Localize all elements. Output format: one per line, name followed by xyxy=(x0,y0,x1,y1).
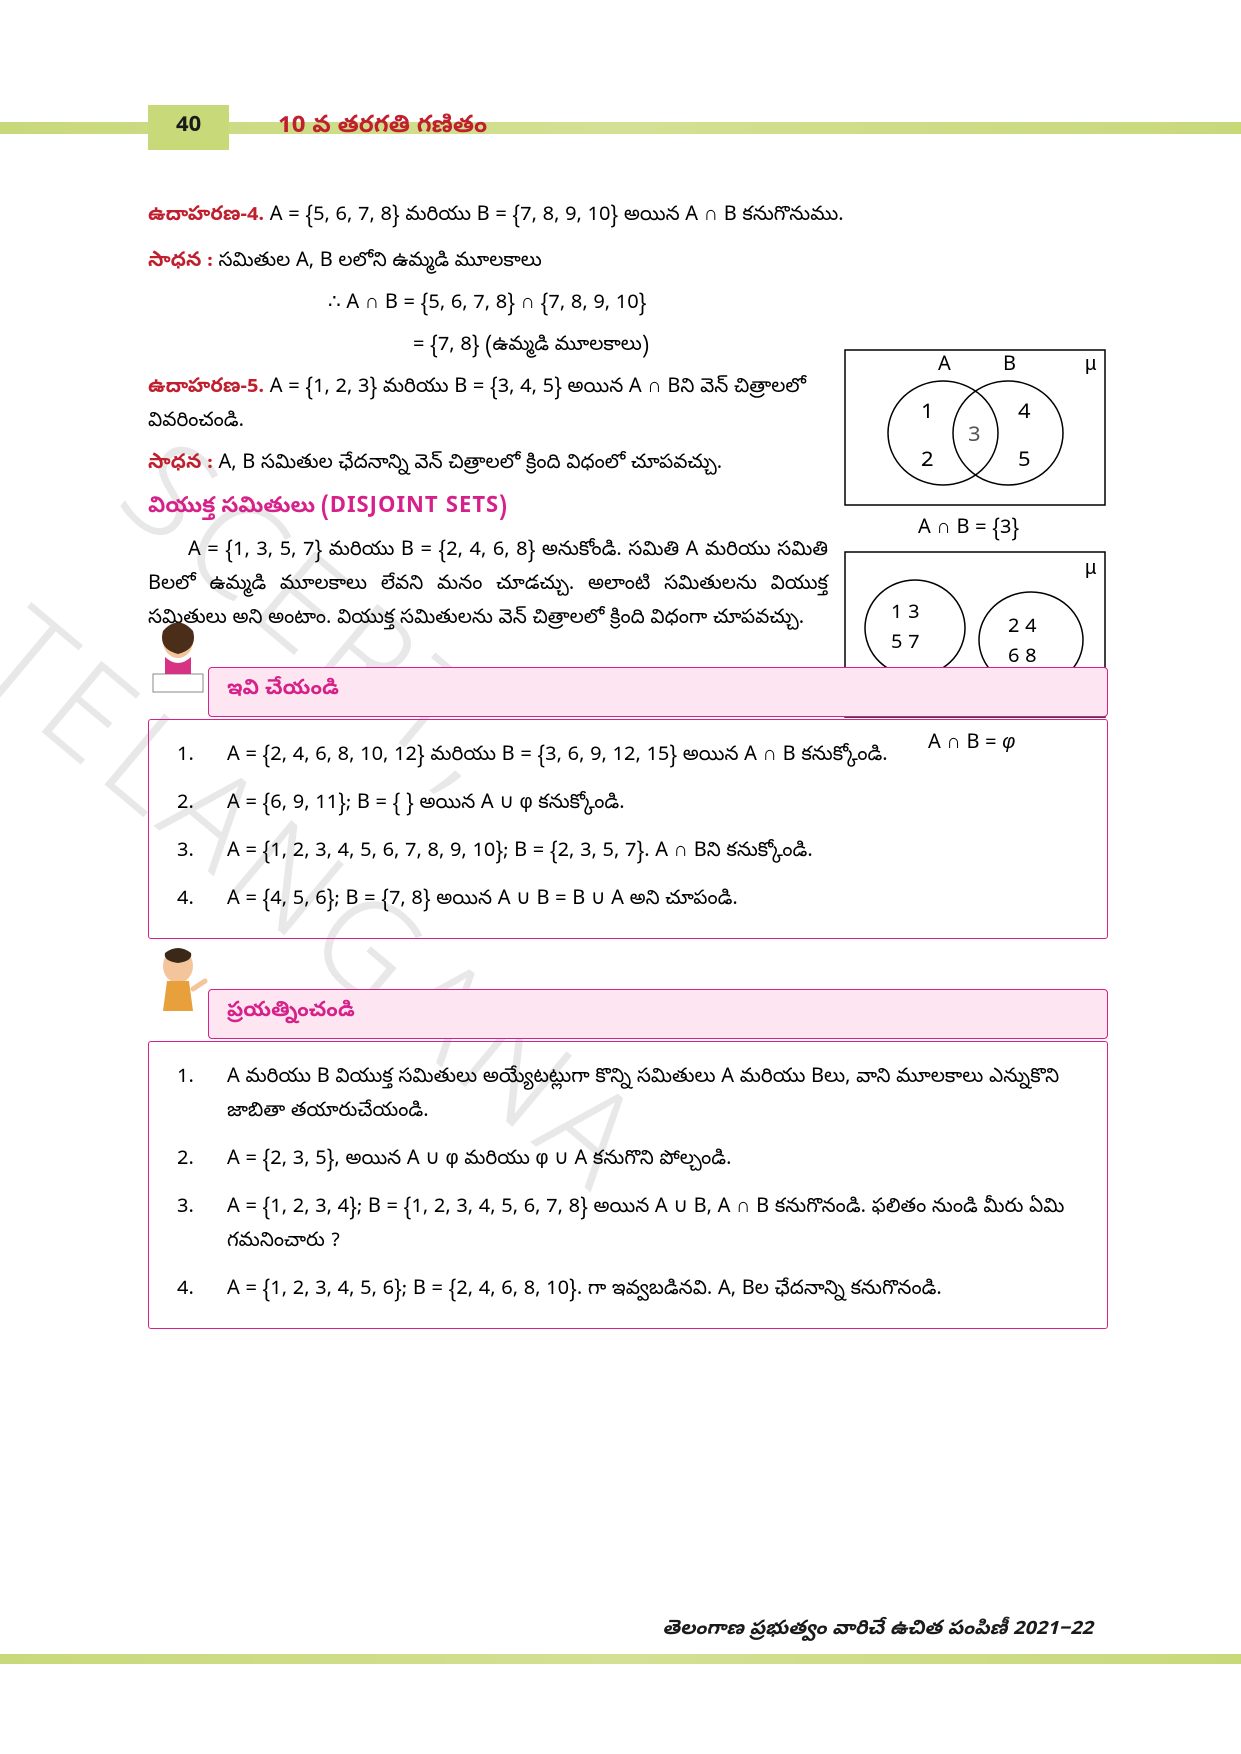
activity-item: 2. A = {6, 9, 11}; B = { } అయిన A ∪ φ కన… xyxy=(177,788,1079,822)
item-num: 3. xyxy=(177,836,227,870)
boy-icon xyxy=(143,941,213,1016)
solution-label: సాధన : xyxy=(148,451,213,478)
item-num: 4. xyxy=(177,1274,227,1308)
item-num: 2. xyxy=(177,788,227,822)
example4-solution-intro: సమితుల A, B లలోని ఉమ్మడి మూలకాలు xyxy=(218,249,541,276)
svg-text:µ: µ xyxy=(1085,353,1097,380)
svg-text:5 7: 5 7 xyxy=(891,631,920,658)
example5-label: ఉదాహరణ-5. xyxy=(148,375,264,402)
svg-text:5: 5 xyxy=(1018,447,1031,477)
item-num: 2. xyxy=(177,1144,227,1178)
page-title: 10 వ తరగతి గణితం xyxy=(278,108,487,149)
section-title-english: (DISJOINT SETS) xyxy=(321,493,508,523)
item-text: A = {2, 3, 5}, అయిన A ∪ φ మరియు φ ∪ A కన… xyxy=(227,1144,1079,1178)
item-text: A = {1, 2, 3, 4, 5, 6}; B = {2, 4, 6, 8,… xyxy=(227,1274,1079,1308)
activity2-header: ప్రయత్నించండి xyxy=(208,989,1108,1039)
svg-text:µ: µ xyxy=(1085,557,1097,584)
item-num: 3. xyxy=(177,1192,227,1260)
footer-text: తెలంగాణ ప్రభుత్వం వారిచే ఉచిత పంపిణీ 202… xyxy=(654,1612,1101,1650)
venn1-caption: A ∩ B = {3} xyxy=(918,516,1019,543)
svg-text:B: B xyxy=(1003,353,1016,380)
activity-item: 1. A మరియు B వియుక్త సమితులు అయ్యేటట్లుగ… xyxy=(177,1062,1079,1130)
activity-item: 3. A = {1, 2, 3, 4, 5, 6, 7, 8, 9, 10}; … xyxy=(177,836,1079,870)
svg-text:1 3: 1 3 xyxy=(891,601,920,628)
svg-text:A: A xyxy=(938,353,951,380)
section-body: A = {1, 3, 5, 7} మరియు B = {2, 4, 6, 8} … xyxy=(148,535,828,637)
svg-text:4: 4 xyxy=(1018,399,1031,429)
activity1-header: ఇవి చేయండి xyxy=(208,667,1108,717)
girl-icon xyxy=(143,619,213,694)
activity2-box: 1. A మరియు B వియుక్త సమితులు అయ్యేటట్లుగ… xyxy=(148,1041,1108,1329)
item-text: A = {4, 5, 6}; B = {7, 8} అయిన A ∪ B = B… xyxy=(227,884,1079,918)
activity-item: 2. A = {2, 3, 5}, అయిన A ∪ φ మరియు φ ∪ A… xyxy=(177,1144,1079,1178)
item-text: A = {2, 4, 6, 8, 10, 12} మరియు B = {3, 6… xyxy=(227,740,1079,774)
item-num: 4. xyxy=(177,884,227,918)
item-text: A = {6, 9, 11}; B = { } అయిన A ∪ φ కనుక్… xyxy=(227,788,1079,822)
activity-item: 4. A = {4, 5, 6}; B = {7, 8} అయిన A ∪ B … xyxy=(177,884,1079,918)
example4: ఉదాహరణ-4. A = {5, 6, 7, 8} మరియు B = {7,… xyxy=(148,200,1108,234)
svg-text:3: 3 xyxy=(968,422,981,452)
example4-statement: A = {5, 6, 7, 8} మరియు B = {7, 8, 9, 10}… xyxy=(270,203,844,230)
page-number: 40 xyxy=(148,105,229,150)
solution-label: సాధన : xyxy=(148,249,213,276)
item-num: 1. xyxy=(177,740,227,774)
svg-text:2 4: 2 4 xyxy=(1008,615,1037,642)
example5: ఉదాహరణ-5. A = {1, 2, 3} మరియు B = {3, 4,… xyxy=(148,372,828,440)
section-title-telugu: వియుక్త సమితులు xyxy=(148,493,315,523)
item-num: 1. xyxy=(177,1062,227,1130)
example4-label: ఉదాహరణ-4. xyxy=(148,203,264,230)
activity1-box: 1. A = {2, 4, 6, 8, 10, 12} మరియు B = {3… xyxy=(148,719,1108,939)
example5-solution-text: A, B సమితుల ఛేదనాన్ని వెన్ చిత్రాలలో క్ర… xyxy=(218,451,722,478)
activity-item: 1. A = {2, 4, 6, 8, 10, 12} మరియు B = {3… xyxy=(177,740,1079,774)
svg-text:1: 1 xyxy=(921,399,934,429)
example5-solution: సాధన : A, B సమితుల ఛేదనాన్ని వెన్ చిత్రా… xyxy=(148,448,828,482)
svg-text:2: 2 xyxy=(921,447,934,477)
bottom-bar xyxy=(0,1654,1241,1664)
activity-item: 4. A = {1, 2, 3, 4, 5, 6}; B = {2, 4, 6,… xyxy=(177,1274,1079,1308)
example4-line1: ∴ A ∩ B = {5, 6, 7, 8} ∩ {7, 8, 9, 10} xyxy=(148,288,1108,322)
activity-item: 3. A = {1, 2, 3, 4}; B = {1, 2, 3, 4, 5,… xyxy=(177,1192,1079,1260)
item-text: A మరియు B వియుక్త సమితులు అయ్యేటట్లుగా క… xyxy=(227,1062,1079,1130)
example4-solution: సాధన : సమితుల A, B లలోని ఉమ్మడి మూలకాలు xyxy=(148,246,1108,280)
item-text: A = {1, 2, 3, 4}; B = {1, 2, 3, 4, 5, 6,… xyxy=(227,1192,1079,1260)
venn-diagram-intersection: A B µ 1 2 3 4 5 A ∩ B = {3} xyxy=(843,348,1108,543)
item-text: A = {1, 2, 3, 4, 5, 6, 7, 8, 9, 10}; B =… xyxy=(227,836,1079,870)
